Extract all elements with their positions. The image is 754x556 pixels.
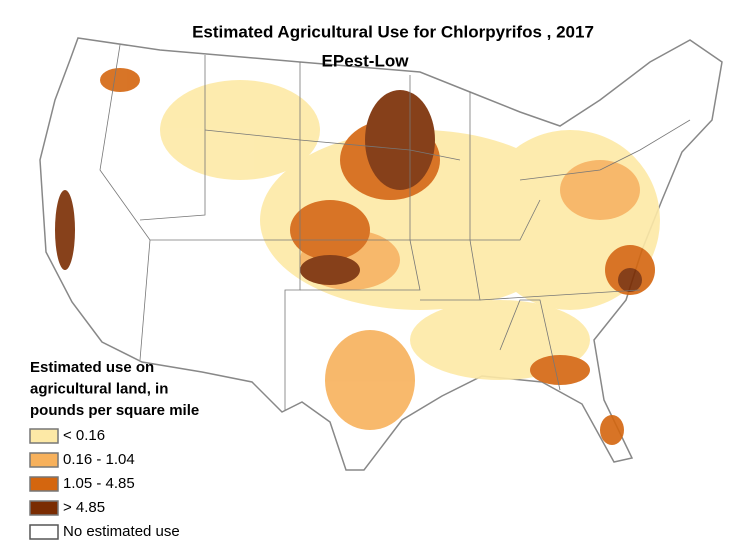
legend-label: 0.16 - 1.04	[63, 451, 135, 468]
legend: Estimated use on agricultural land, in pou…	[29, 359, 199, 540]
legend-title: pounds per square mile	[30, 402, 199, 419]
legend-title: agricultural land, in	[30, 380, 168, 397]
legend-swatch	[29, 428, 59, 444]
legend-label: No estimated use	[63, 523, 180, 540]
legend-label: < 0.16	[63, 427, 105, 444]
use-areas	[55, 68, 660, 445]
legend-swatch	[29, 524, 59, 540]
legend-swatch	[29, 500, 59, 516]
legend-label: 1.05 - 4.85	[63, 475, 135, 492]
legend-title: Estimated use on	[30, 359, 154, 376]
legend-swatch	[29, 476, 59, 492]
us-map	[39, 37, 723, 471]
legend-swatch	[29, 452, 59, 468]
legend-label: > 4.85	[63, 499, 105, 516]
map-subtitle: EPest-Low	[322, 51, 410, 70]
state-lines	[99, 44, 691, 410]
map-title: Estimated Agricultural Use for Chlorpyri…	[192, 22, 594, 41]
